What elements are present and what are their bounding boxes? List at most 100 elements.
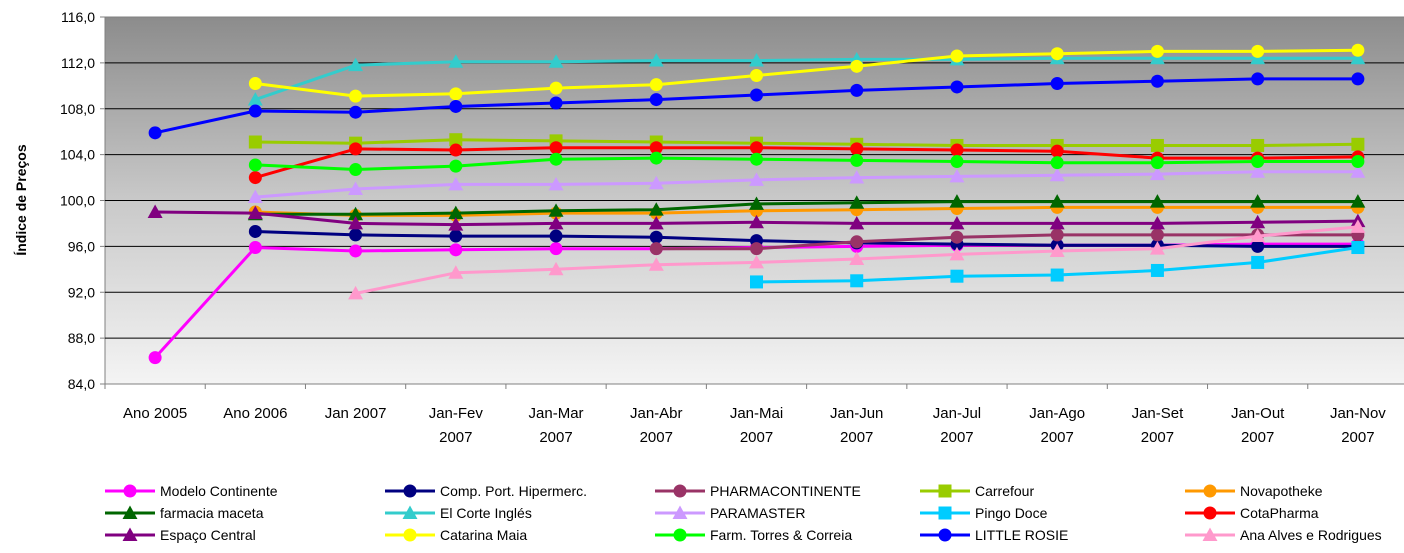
data-point xyxy=(1350,50,1366,65)
legend-label: Novapotheke xyxy=(1240,483,1323,499)
data-point xyxy=(449,243,463,257)
data-point xyxy=(549,242,563,256)
series-line xyxy=(255,156,1358,171)
data-point xyxy=(248,135,262,149)
data-point xyxy=(649,78,663,92)
data-point xyxy=(849,170,865,184)
data-point xyxy=(1251,44,1265,58)
series-farmacia-maceta xyxy=(247,194,1366,221)
legend-item: farmacia maceta xyxy=(105,505,264,521)
data-point xyxy=(949,168,965,183)
series-line xyxy=(254,56,1358,102)
data-point xyxy=(1050,47,1064,61)
data-point xyxy=(648,53,664,67)
data-point xyxy=(1150,44,1164,58)
data-point xyxy=(147,204,163,218)
series-line xyxy=(255,170,1358,199)
data-point xyxy=(549,96,563,110)
data-point xyxy=(1150,228,1164,242)
data-point xyxy=(1050,156,1064,170)
series-line xyxy=(255,138,1358,147)
legend-marker xyxy=(673,528,687,542)
data-point xyxy=(850,274,864,288)
x-tick-label: Jan-Jun 2007 xyxy=(830,405,883,446)
data-point xyxy=(549,229,563,243)
data-point xyxy=(247,189,263,204)
legend-item: Comp. Port. Hipermerc. xyxy=(385,483,587,499)
data-point xyxy=(248,158,262,172)
data-point xyxy=(1050,228,1064,242)
legend-item: Modelo Continente xyxy=(105,483,278,499)
series-paramaster xyxy=(247,164,1366,204)
data-point xyxy=(248,241,262,255)
data-point xyxy=(749,214,764,229)
data-point xyxy=(549,141,563,155)
data-point xyxy=(648,175,664,190)
data-point xyxy=(247,205,263,220)
data-point xyxy=(449,143,463,157)
data-point xyxy=(1050,144,1064,158)
data-point xyxy=(448,217,464,231)
data-point xyxy=(548,215,564,230)
data-point xyxy=(750,88,763,102)
data-point xyxy=(649,93,663,107)
legend-item: Espaço Central xyxy=(105,527,256,543)
legend-item: CotaPharma xyxy=(1185,505,1319,521)
data-point xyxy=(247,92,263,106)
data-point xyxy=(1251,239,1265,253)
data-point xyxy=(649,141,663,155)
series-line xyxy=(255,200,1358,216)
legend-label: Ana Alves e Rodrigues xyxy=(1240,527,1382,543)
x-tick-label: Jan-Mai 2007 xyxy=(730,405,783,446)
legend-label: Farm. Torres & Correia xyxy=(710,527,852,543)
y-axis: 84,0 88,0 92,0 96,0 100,0 104,0 108,0 112,0 116,… xyxy=(60,9,105,392)
series-line xyxy=(255,205,1358,217)
data-point xyxy=(1149,166,1165,181)
data-point xyxy=(349,228,363,242)
legend-marker xyxy=(673,484,687,498)
y-axis-title: Índice de Preços xyxy=(13,144,29,255)
data-point xyxy=(849,195,865,209)
data-point xyxy=(448,54,464,68)
legend-item: Pingo Doce xyxy=(920,505,1048,521)
x-tick-label: Jan 2007 xyxy=(325,405,387,422)
data-point xyxy=(1251,255,1265,269)
x-tick-label: Jan-Out 2007 xyxy=(1231,405,1285,446)
series-espa-o-central xyxy=(147,204,1366,231)
data-point xyxy=(348,285,364,300)
data-point xyxy=(749,196,764,210)
data-point xyxy=(248,171,262,185)
legend-item: Carrefour xyxy=(920,483,1034,499)
data-point xyxy=(1350,164,1366,178)
data-point xyxy=(850,83,864,97)
data-point xyxy=(1049,243,1065,257)
legend-marker xyxy=(402,505,418,519)
data-point xyxy=(248,224,262,238)
legend-item: Ana Alves e Rodrigues xyxy=(1185,527,1382,543)
data-point xyxy=(1250,164,1266,178)
data-point xyxy=(750,242,763,256)
data-point xyxy=(649,151,663,165)
data-point xyxy=(849,251,865,265)
data-point xyxy=(1251,155,1265,169)
data-point xyxy=(449,159,463,173)
data-point xyxy=(548,54,564,68)
y-tick-label: 88,0 xyxy=(68,330,95,346)
series-ana-alves-e-rodrigues xyxy=(348,219,1366,300)
x-tick-label: Jan-Nov 2007 xyxy=(1330,405,1386,446)
y-tick-label: 108,0 xyxy=(60,101,95,117)
series-lines xyxy=(147,43,1366,365)
data-point xyxy=(449,99,463,113)
data-point xyxy=(850,235,864,249)
data-point xyxy=(1351,241,1365,255)
data-point xyxy=(348,206,364,221)
data-point xyxy=(349,244,363,258)
data-point xyxy=(949,215,965,230)
data-point xyxy=(1251,138,1265,152)
data-point xyxy=(750,141,763,155)
legend-marker xyxy=(1203,506,1217,520)
data-point xyxy=(1350,194,1366,208)
data-point xyxy=(850,153,864,167)
series-line xyxy=(254,146,1358,180)
data-point xyxy=(949,246,965,261)
